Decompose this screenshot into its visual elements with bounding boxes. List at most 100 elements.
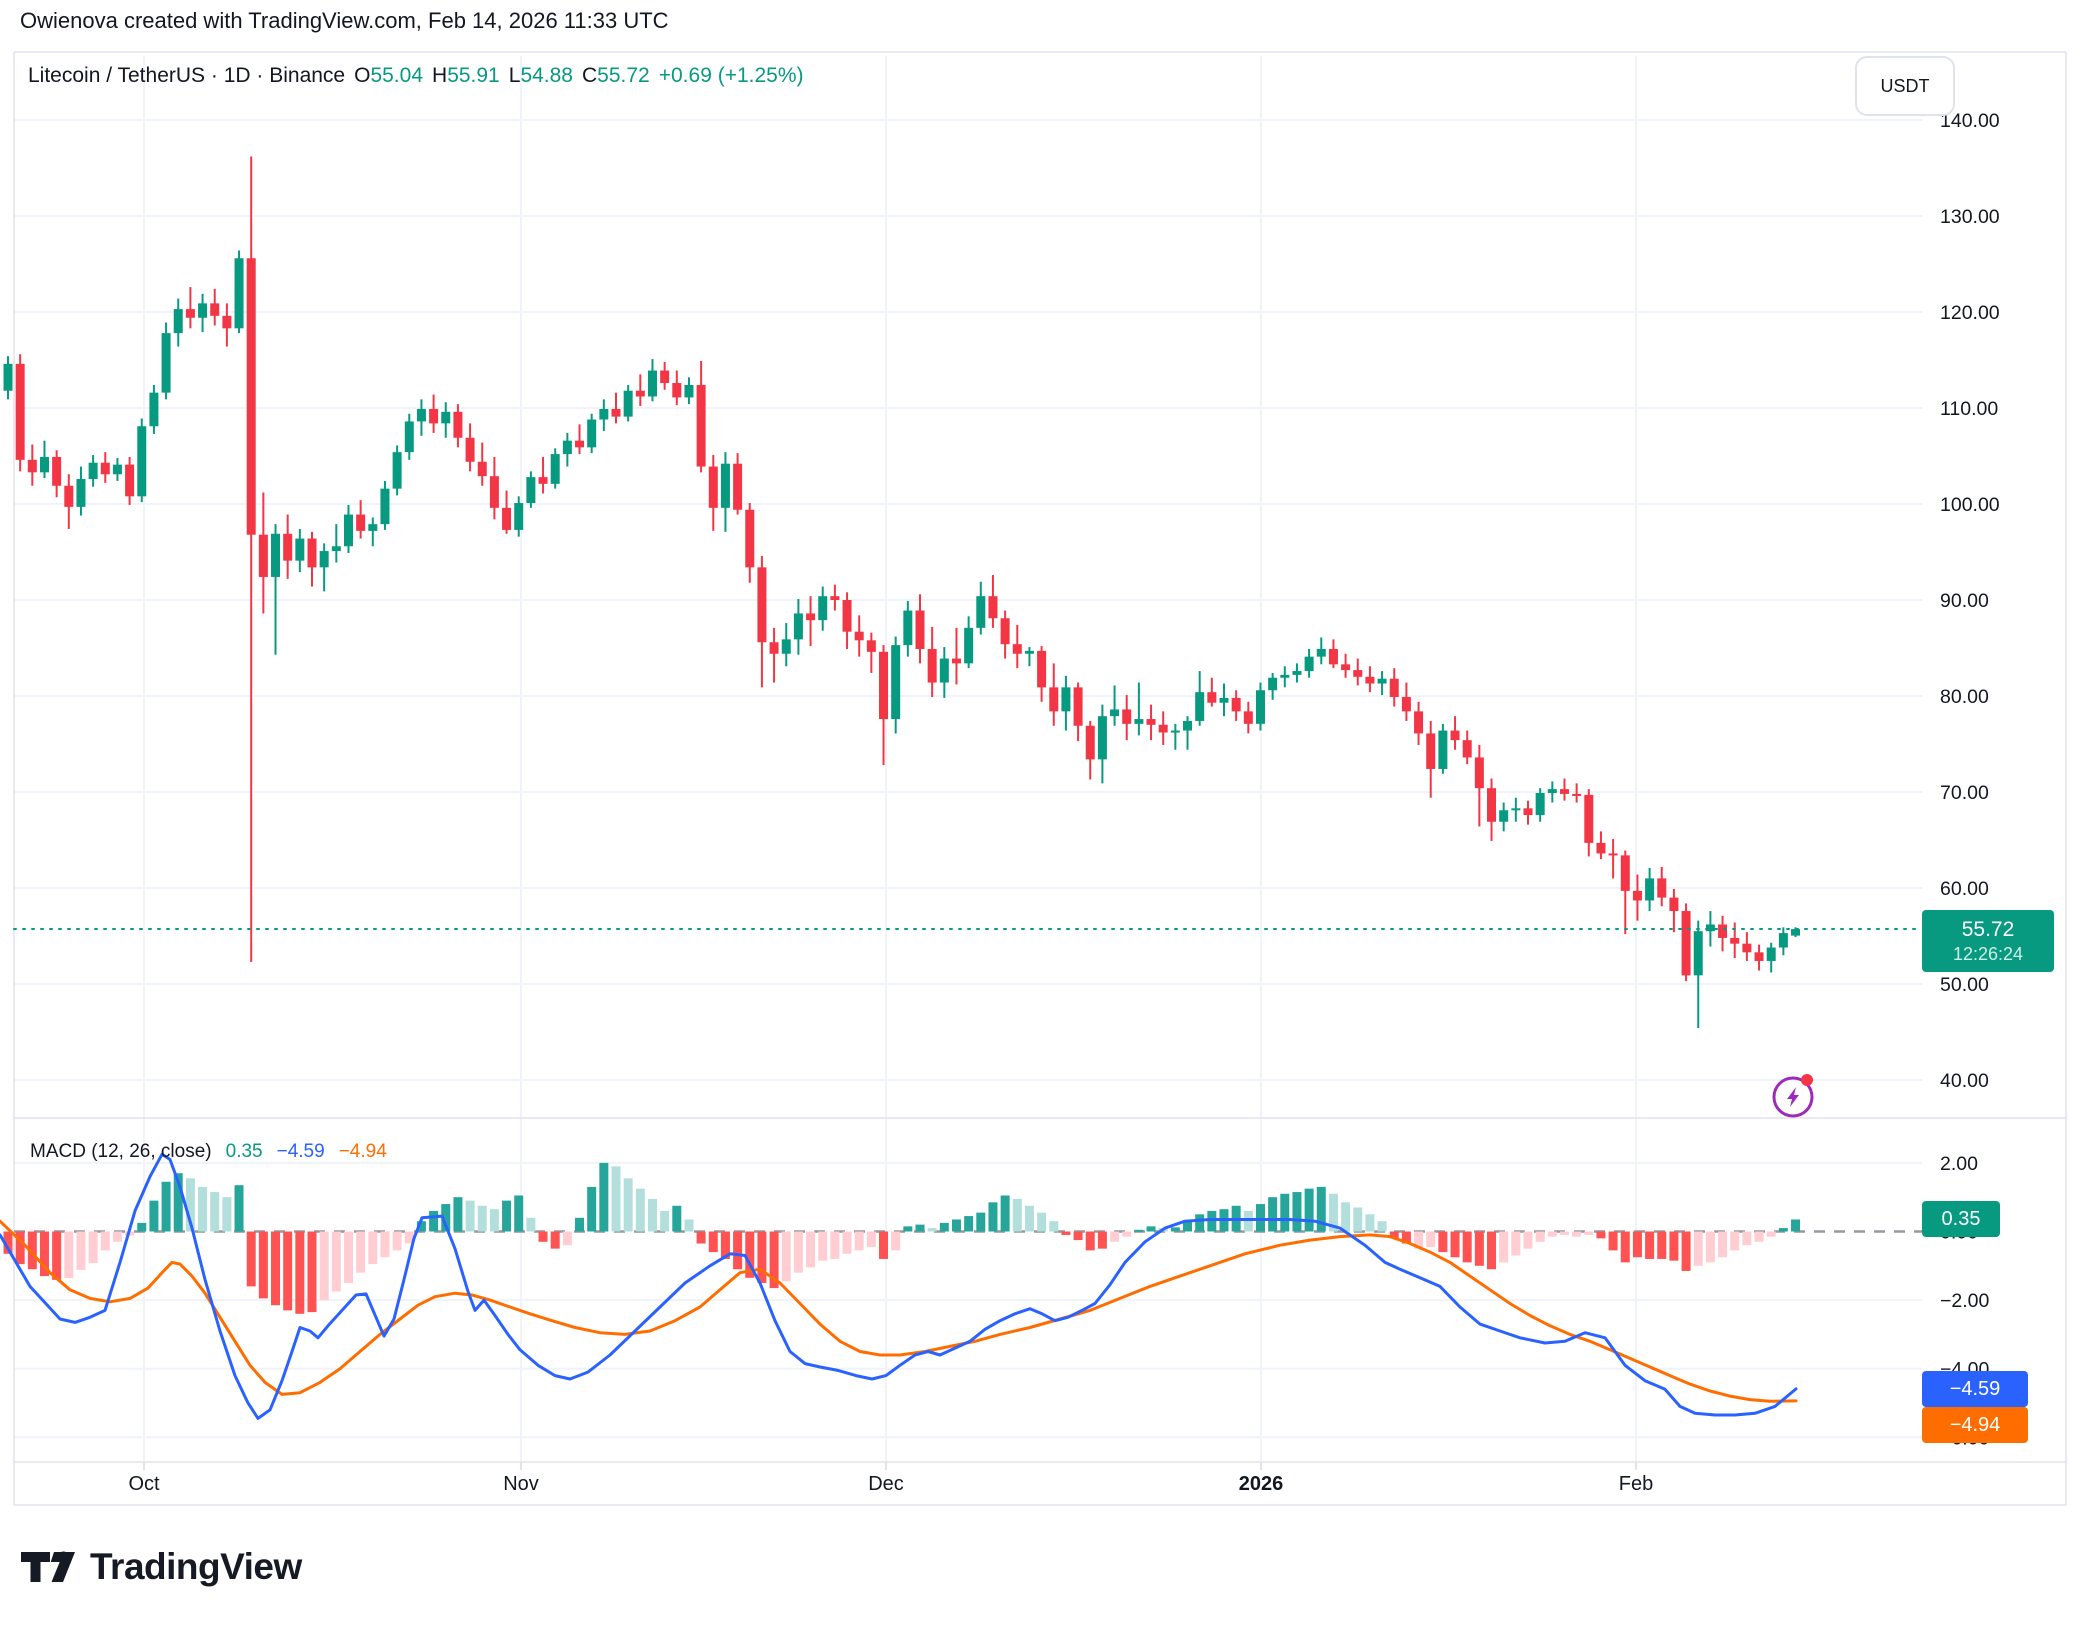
candle-body bbox=[1243, 711, 1253, 724]
price-axis-label[interactable]: 50.00 bbox=[1940, 974, 1989, 996]
candle-body bbox=[112, 464, 122, 475]
candle-body bbox=[1146, 719, 1156, 725]
price-axis-label[interactable]: 110.00 bbox=[1940, 398, 1998, 420]
macd-histogram-bar bbox=[988, 1202, 998, 1232]
macd-axis-label[interactable]: 2.00 bbox=[1940, 1153, 1978, 1175]
candle-body bbox=[1608, 853, 1618, 856]
currency-toggle-button[interactable]: USDT bbox=[1855, 56, 1955, 116]
time-axis-label[interactable]: 2026 bbox=[1239, 1473, 1284, 1495]
macd-histogram-bar bbox=[283, 1231, 293, 1311]
macd-histogram-bar bbox=[3, 1231, 13, 1254]
macd-histogram-bar bbox=[137, 1222, 147, 1232]
candle-body bbox=[988, 596, 998, 619]
price-axis-label[interactable]: 70.00 bbox=[1940, 782, 1989, 804]
ohlc-low: L54.88 bbox=[508, 64, 573, 87]
macd-histogram-bar bbox=[100, 1231, 110, 1251]
macd-histogram-bar bbox=[234, 1185, 244, 1232]
candle-body bbox=[915, 610, 925, 649]
candle-body bbox=[1316, 648, 1326, 657]
macd-histogram-bar bbox=[112, 1231, 122, 1242]
candle-body bbox=[258, 534, 268, 577]
candle-body bbox=[903, 610, 913, 646]
candle-body bbox=[927, 648, 937, 683]
macd-axis-label[interactable]: −2.00 bbox=[1940, 1290, 1989, 1312]
macd-histogram-bar bbox=[514, 1195, 524, 1232]
macd-histogram-bar bbox=[1000, 1195, 1010, 1232]
candle-body bbox=[1024, 650, 1034, 654]
macd-histogram-bar bbox=[27, 1231, 37, 1270]
candle-body bbox=[125, 464, 135, 497]
macd-histogram-bar bbox=[684, 1219, 694, 1232]
candle-body bbox=[1559, 789, 1569, 794]
macd-histogram-bar bbox=[489, 1209, 499, 1232]
macd-histogram-bar bbox=[1170, 1227, 1180, 1232]
candle-body bbox=[1718, 924, 1728, 938]
tradingview-logo-text: TradingView bbox=[90, 1546, 302, 1587]
candle-body bbox=[100, 462, 110, 475]
candle-body bbox=[368, 524, 378, 531]
macd-histogram-bar bbox=[64, 1231, 74, 1279]
candle-body bbox=[1754, 952, 1764, 961]
price-axis-label[interactable]: 100.00 bbox=[1940, 494, 2000, 516]
time-axis-label[interactable]: Feb bbox=[1619, 1473, 1653, 1495]
candle-body bbox=[1292, 671, 1302, 675]
candle-body bbox=[1122, 709, 1132, 724]
macd-histogram-bar bbox=[842, 1231, 852, 1254]
macd-line-badge: −4.59 bbox=[1922, 1371, 2028, 1407]
macd-histogram-bar bbox=[185, 1178, 195, 1232]
macd-histogram-bar bbox=[1195, 1214, 1205, 1232]
symbol-title[interactable]: Litecoin / TetherUS · 1D · Binance bbox=[28, 64, 346, 87]
macd-histogram-bar bbox=[1268, 1197, 1278, 1232]
candle-body bbox=[1547, 789, 1557, 793]
price-axis-label[interactable]: 40.00 bbox=[1940, 1070, 1989, 1092]
macd-histogram-bar bbox=[660, 1210, 670, 1232]
lightning-icon[interactable] bbox=[1772, 1076, 1814, 1118]
macd-title[interactable]: MACD (12, 26, close) bbox=[30, 1141, 212, 1162]
candle-body bbox=[939, 658, 949, 683]
ohlc-open: O55.04 bbox=[354, 64, 424, 87]
macd-histogram-bar bbox=[429, 1210, 439, 1232]
macd-histogram-bar bbox=[976, 1212, 986, 1232]
macd-histogram-bar bbox=[866, 1231, 876, 1247]
macd-histogram-bar bbox=[927, 1228, 937, 1232]
macd-histogram-bar bbox=[1620, 1231, 1630, 1263]
candle-body bbox=[660, 370, 670, 384]
macd-histogram-bar bbox=[441, 1204, 451, 1232]
price-axis-label[interactable]: 140.00 bbox=[1940, 110, 2000, 132]
price-axis-label[interactable]: 80.00 bbox=[1940, 686, 1989, 708]
candle-body bbox=[1487, 788, 1497, 822]
macd-histogram-bar bbox=[88, 1231, 98, 1264]
candle-body bbox=[1462, 740, 1472, 758]
price-axis-label[interactable]: 120.00 bbox=[1940, 302, 2000, 324]
time-axis-label[interactable]: Oct bbox=[128, 1473, 160, 1495]
macd-signal-value: −4.94 bbox=[338, 1141, 387, 1162]
macd-histogram-bar bbox=[1389, 1231, 1399, 1239]
candle-body bbox=[1195, 692, 1205, 721]
candle-body bbox=[1657, 878, 1667, 898]
macd-histogram-bar bbox=[477, 1205, 487, 1232]
time-axis-label[interactable]: Nov bbox=[503, 1473, 539, 1495]
candle-body bbox=[635, 390, 645, 397]
candle-body bbox=[319, 551, 329, 568]
macd-histogram-bar bbox=[1596, 1231, 1606, 1239]
macd-histogram-bar bbox=[1341, 1202, 1351, 1232]
macd-histogram-bar bbox=[1657, 1231, 1667, 1259]
macd-histogram-bar bbox=[1438, 1231, 1448, 1253]
macd-histogram-bar bbox=[733, 1231, 743, 1270]
macd-histogram-bar bbox=[1049, 1221, 1059, 1232]
symbol-legend[interactable]: Litecoin / TetherUS · 1D · Binance O55.0… bbox=[28, 64, 804, 88]
candle-body bbox=[1535, 792, 1545, 816]
candle-body bbox=[964, 627, 974, 664]
candle-body bbox=[1645, 878, 1655, 901]
price-axis-label[interactable]: 130.00 bbox=[1940, 206, 2000, 228]
macd-legend[interactable]: MACD (12, 26, close) 0.35 −4.59 −4.94 bbox=[30, 1141, 387, 1163]
price-axis-label[interactable]: 60.00 bbox=[1940, 878, 1989, 900]
macd-histogram-bar bbox=[1365, 1214, 1375, 1232]
candle-body bbox=[1341, 664, 1351, 671]
price-axis-label[interactable]: 90.00 bbox=[1940, 590, 1989, 612]
tradingview-logo[interactable]: TradingView bbox=[20, 1546, 302, 1588]
macd-histogram-bar bbox=[647, 1198, 657, 1232]
time-axis-label[interactable]: Dec bbox=[868, 1473, 904, 1495]
